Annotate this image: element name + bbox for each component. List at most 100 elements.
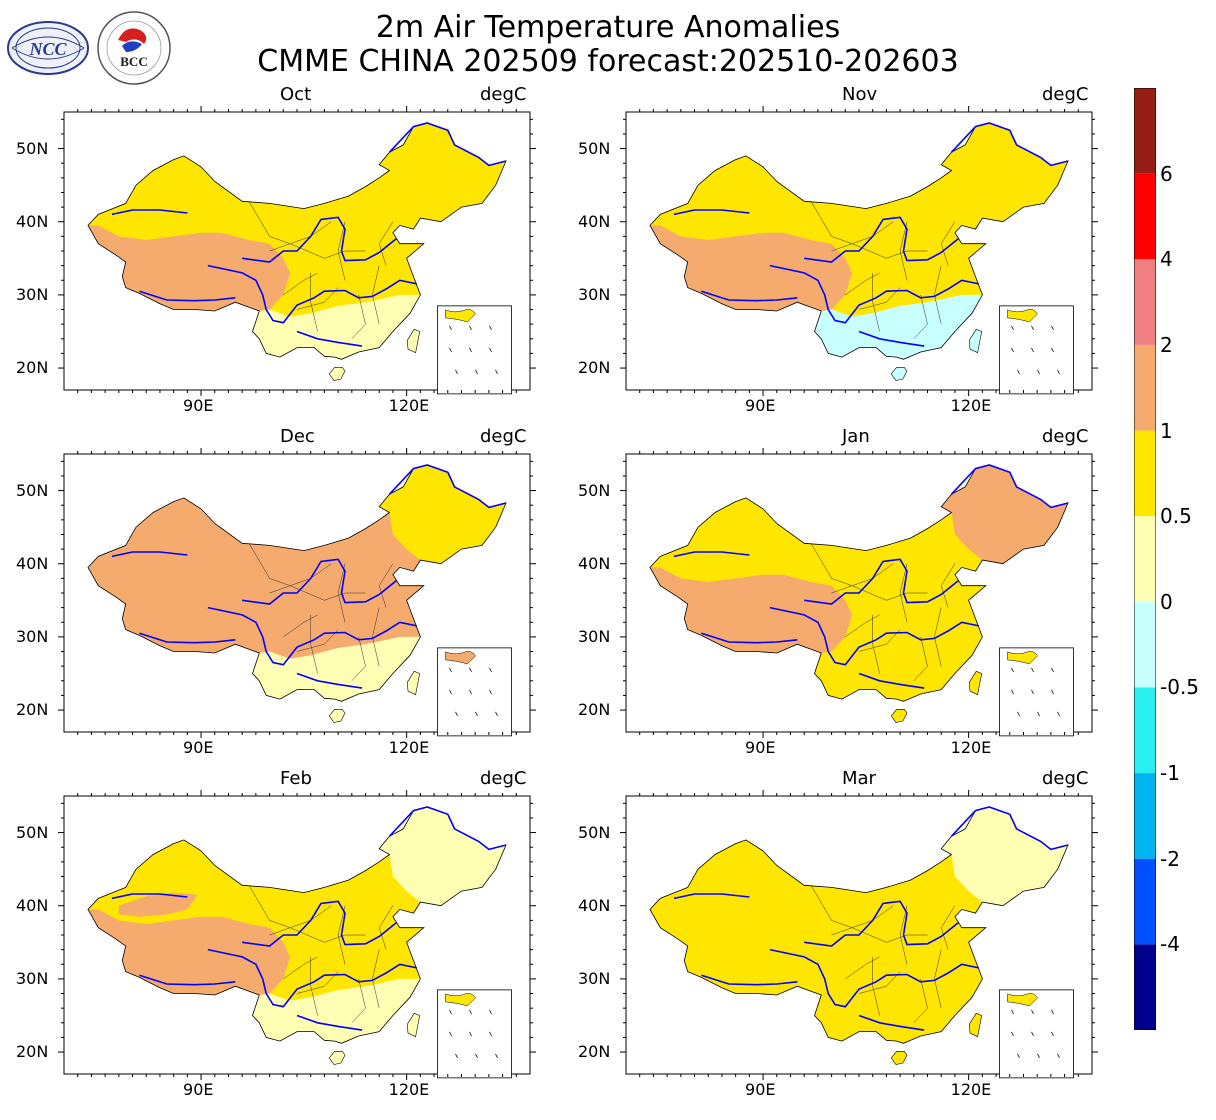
province-boundary [913, 294, 928, 339]
inset-dash [469, 689, 472, 695]
inset-coast [1007, 993, 1038, 1007]
colorbar-segment [1134, 944, 1156, 1030]
inset-dash [1011, 1009, 1014, 1015]
region-west_xinjiang [680, 892, 760, 917]
south-china-sea-inset [999, 647, 1074, 737]
y-tick-label: 40N [578, 211, 611, 231]
inset-dash [1031, 347, 1034, 353]
region-tibet [650, 909, 853, 995]
province-boundary [831, 905, 894, 936]
y-tick-label: 20N [578, 358, 611, 378]
province-boundary [296, 287, 339, 310]
province-boundary [248, 885, 291, 928]
colorbar-tick-label: 4 [1160, 247, 1173, 272]
inset-dash [1051, 667, 1054, 673]
country-outline [649, 806, 1069, 1044]
river [207, 606, 418, 666]
panel-month-title: Dec [280, 426, 315, 447]
bcc-logo-text: BCC [120, 54, 147, 69]
province-boundary [899, 905, 908, 965]
inset-dash [1011, 1031, 1014, 1037]
province-boundary [913, 636, 928, 681]
province-boundary [934, 949, 942, 1009]
river [950, 122, 1069, 167]
colorbar-segment [1134, 516, 1156, 602]
inset-dash [495, 711, 498, 717]
river [769, 948, 980, 1008]
river [950, 806, 1069, 851]
island [328, 709, 346, 723]
bcc-logo: BCC [97, 11, 171, 85]
region-northeast [941, 465, 1068, 564]
province-boundary [290, 927, 366, 943]
province-boundary [831, 563, 894, 594]
river [139, 290, 236, 302]
river [139, 632, 236, 644]
island [968, 328, 983, 354]
inset-dash [1057, 369, 1060, 375]
inset-coast [445, 309, 476, 323]
inset-dash [1017, 369, 1020, 375]
river [388, 122, 507, 167]
province-boundary [269, 905, 332, 936]
colorbar-tick-label: 1 [1160, 418, 1173, 443]
inset-dash [455, 1053, 458, 1059]
y-tick-label: 30N [16, 284, 49, 304]
province-boundary [290, 585, 366, 601]
province-boundary [845, 956, 880, 980]
colorbar [1134, 88, 1156, 1030]
region-south [252, 294, 421, 360]
river [242, 216, 397, 263]
south-china-sea-inset [437, 647, 512, 737]
river [296, 1014, 363, 1031]
panel-month-title: Jan [842, 426, 870, 447]
inset-dash [1051, 1031, 1054, 1037]
y-tick-label: 50N [578, 822, 611, 842]
y-tick-label: 30N [578, 626, 611, 646]
x-tick-label: 90E [745, 738, 776, 757]
province-boundary [852, 927, 928, 943]
country-outline [87, 464, 507, 702]
colorbar-tick-label: 6 [1160, 161, 1173, 186]
region-northeast [379, 123, 506, 222]
province-boundary [378, 905, 394, 950]
region-tibet [650, 225, 853, 311]
region-tibet [88, 909, 291, 995]
south-china-sea-inset [437, 305, 512, 395]
y-tick-label: 50N [16, 480, 49, 500]
region-west_xinjiang [680, 208, 760, 233]
province-boundary [845, 614, 880, 638]
province-boundary [283, 956, 318, 980]
province-boundary [899, 221, 908, 281]
y-tick-label: 50N [16, 822, 49, 842]
x-tick-label: 120E [950, 1080, 992, 1099]
x-tick-label: 120E [388, 738, 430, 757]
panel-unit-label: degC [480, 768, 527, 789]
island [328, 367, 346, 381]
y-tick-label: 50N [578, 480, 611, 500]
river [950, 464, 1069, 509]
province-boundary [831, 221, 894, 252]
panel-month-title: Feb [280, 768, 312, 789]
inset-dash [489, 667, 492, 673]
province-boundary [310, 614, 318, 674]
island [890, 367, 908, 381]
chart-title-line2: CMME CHINA 202509 forecast:202510-202603 [257, 44, 959, 79]
region-south [252, 636, 421, 702]
x-tick-label: 90E [745, 396, 776, 415]
province-boundary [934, 265, 942, 325]
country-outline [87, 806, 507, 1044]
ncc-logo: NCC [7, 21, 89, 75]
chart-title-line1: 2m Air Temperature Anomalies [375, 10, 841, 45]
river [111, 893, 188, 900]
region-tibet [650, 567, 853, 653]
region-west_xinjiang [118, 550, 198, 575]
river [139, 974, 236, 986]
inset-dash [449, 1031, 452, 1037]
panel-month-title: Mar [842, 768, 876, 789]
island [406, 328, 421, 354]
province-boundary [940, 563, 956, 608]
province-boundary [337, 905, 346, 965]
province-boundary [351, 978, 366, 1023]
colorbar-segment [1134, 430, 1156, 517]
